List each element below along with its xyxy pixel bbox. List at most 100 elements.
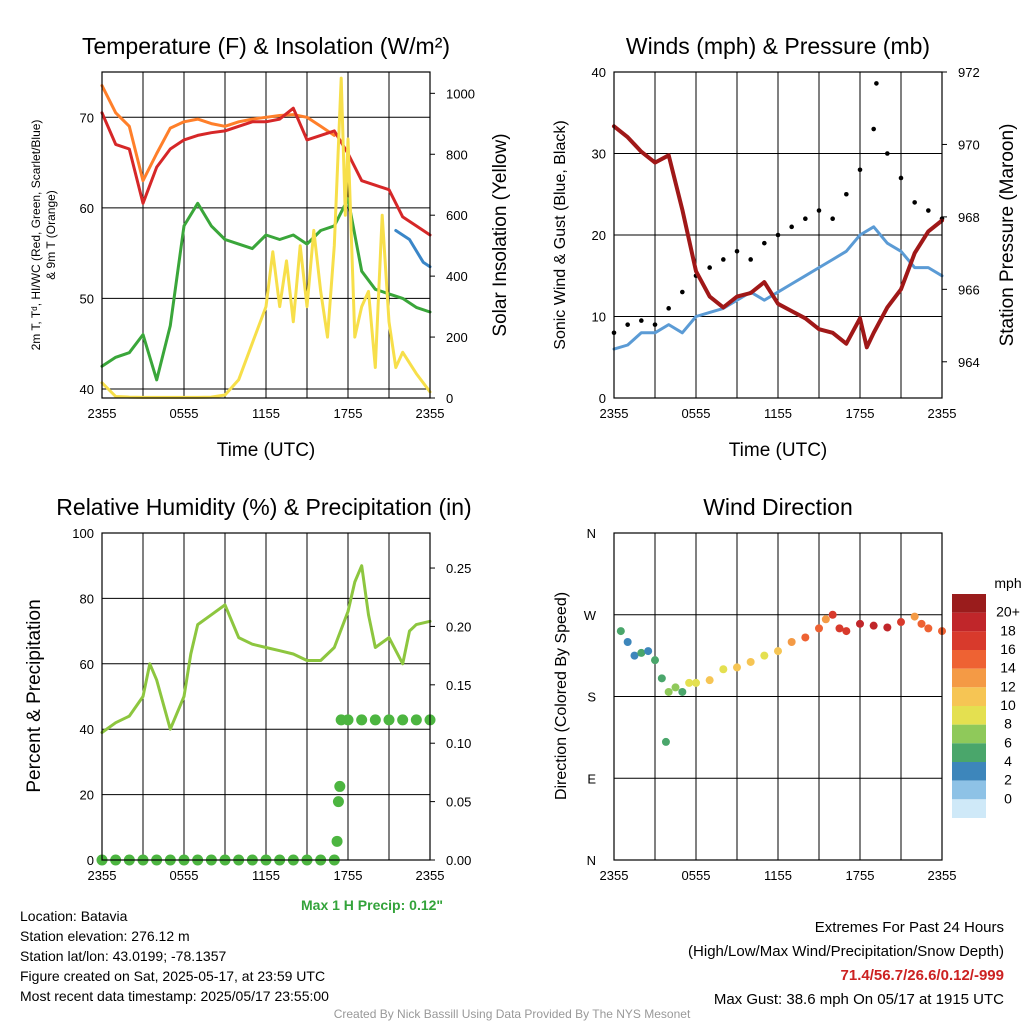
colorbar-label: 8 bbox=[1004, 716, 1012, 732]
x-tick-label: 1155 bbox=[252, 868, 280, 883]
data-point bbox=[705, 676, 714, 685]
series-line bbox=[100, 564, 432, 734]
colorbar-label: 6 bbox=[1004, 734, 1012, 750]
extremes-values: 71.4/56.7/26.6/0.12/-999 bbox=[840, 967, 1004, 984]
data-point bbox=[787, 638, 796, 646]
data-point bbox=[625, 322, 630, 327]
y2-tick-label: 0.25 bbox=[446, 561, 471, 576]
y2-tick-label: 800 bbox=[446, 147, 468, 162]
y2-axis-label: Station Pressure (Maroon) bbox=[997, 124, 1018, 347]
data-point bbox=[821, 615, 830, 624]
y-tick-label: 80 bbox=[80, 591, 94, 606]
y2-tick-label: 966 bbox=[958, 282, 980, 297]
extremes-title: Extremes For Past 24 Hours bbox=[814, 919, 1004, 936]
data-point bbox=[828, 610, 837, 619]
extremes-subtitle: (High/Low/Max Wind/Precipitation/Snow De… bbox=[688, 943, 1004, 960]
data-point bbox=[639, 318, 644, 323]
data-point bbox=[685, 678, 694, 687]
data-point bbox=[844, 191, 849, 197]
data-point bbox=[775, 232, 781, 238]
data-point bbox=[815, 624, 823, 633]
data-point bbox=[332, 796, 344, 808]
plot-frame bbox=[613, 71, 943, 399]
colorbar-label: 20+ bbox=[996, 604, 1020, 620]
data-point bbox=[898, 175, 904, 181]
data-point bbox=[721, 257, 726, 262]
data-point bbox=[801, 633, 810, 642]
data-point bbox=[334, 780, 346, 792]
y-tick-label: N bbox=[587, 853, 596, 868]
data-point bbox=[651, 656, 659, 665]
x-tick-label: 1755 bbox=[846, 406, 875, 421]
data-point bbox=[789, 224, 794, 230]
y2-tick-label: 0.10 bbox=[446, 736, 471, 751]
colorbar-swatch bbox=[952, 612, 986, 632]
plot-frame bbox=[613, 532, 943, 861]
data-point bbox=[664, 687, 673, 696]
y-tick-label: 40 bbox=[592, 65, 606, 80]
y2-tick-label: 400 bbox=[446, 269, 468, 284]
x-tick-label: 2355 bbox=[416, 406, 445, 421]
recent-timestamp: Most recent data timestamp: 2025/05/17 2… bbox=[20, 988, 329, 1004]
x-axis-label: Time (UTC) bbox=[729, 440, 828, 461]
y-tick-label: 70 bbox=[80, 110, 94, 125]
data-point bbox=[397, 714, 409, 726]
y2-tick-label: 1000 bbox=[446, 86, 475, 101]
x-tick-label: 0555 bbox=[682, 868, 711, 883]
data-point bbox=[657, 674, 666, 683]
extremes-info: Extremes For Past 24 Hours (High/Low/Max… bbox=[688, 916, 1004, 1012]
y2-tick-label: 968 bbox=[958, 210, 980, 225]
data-point bbox=[383, 714, 395, 726]
data-point bbox=[410, 714, 422, 726]
data-point bbox=[926, 208, 931, 213]
y2-tick-label: 0.00 bbox=[446, 853, 471, 868]
data-point bbox=[637, 648, 646, 657]
y-tick-label: N bbox=[587, 526, 596, 541]
x-tick-label: 1155 bbox=[252, 406, 280, 421]
data-point bbox=[917, 619, 926, 628]
data-point bbox=[842, 627, 851, 636]
colorbar-label: 4 bbox=[1004, 753, 1012, 769]
panel-title: Winds (mph) & Pressure (mb) bbox=[626, 33, 930, 59]
y2-tick-label: 970 bbox=[958, 137, 980, 152]
colorbar-swatch bbox=[952, 594, 986, 613]
y-tick-label: 60 bbox=[80, 201, 94, 216]
x-tick-label: 1155 bbox=[764, 406, 792, 421]
x-tick-label: 0555 bbox=[170, 868, 199, 883]
y2-tick-label: 0.15 bbox=[446, 678, 471, 693]
data-point bbox=[924, 624, 933, 633]
colorbar-swatch bbox=[952, 762, 986, 781]
colorbar-label: 12 bbox=[1000, 678, 1016, 694]
x-axis-label: Time (UTC) bbox=[217, 440, 316, 461]
max-precip-label: Max 1 H Precip: 0.12" bbox=[301, 897, 444, 913]
x-tick-label: 2355 bbox=[928, 406, 957, 421]
plot-frame bbox=[101, 532, 431, 861]
series-line bbox=[100, 106, 432, 237]
station-info: Location: Batavia Station elevation: 276… bbox=[20, 906, 329, 1006]
colorbar-label: 0 bbox=[1004, 790, 1012, 806]
data-point bbox=[342, 714, 354, 726]
x-tick-label: 1755 bbox=[334, 868, 363, 883]
x-tick-label: 2355 bbox=[88, 868, 117, 883]
series-line bbox=[100, 197, 432, 382]
y-tick-label: 100 bbox=[72, 526, 94, 541]
colorbar-swatch bbox=[952, 780, 986, 800]
colorbar-swatch bbox=[952, 650, 986, 669]
data-point bbox=[748, 257, 753, 262]
x-tick-label: 2355 bbox=[600, 406, 629, 421]
y-axis-label: 2m T, Tᵈ, HI/WC (Red, Green, Scarlet/Blu… bbox=[29, 120, 43, 351]
colorbar-label: 16 bbox=[1000, 641, 1016, 657]
x-tick-label: 2355 bbox=[928, 868, 957, 883]
colorbar-label: 14 bbox=[1000, 660, 1016, 676]
y-tick-label: 0 bbox=[599, 391, 606, 406]
data-point bbox=[707, 265, 712, 270]
data-point bbox=[692, 678, 700, 687]
colorbar-swatch bbox=[952, 743, 986, 762]
y2-tick-label: 964 bbox=[958, 355, 980, 370]
data-point bbox=[331, 835, 343, 847]
data-point bbox=[803, 216, 808, 221]
colorbar-title: mph bbox=[994, 575, 1021, 591]
data-point bbox=[910, 612, 919, 621]
panel-title: Relative Humidity (%) & Precipitation (i… bbox=[56, 494, 471, 520]
